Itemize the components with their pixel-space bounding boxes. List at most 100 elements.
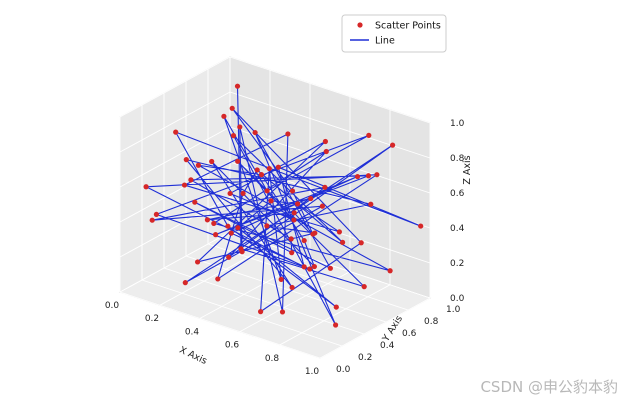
scatter-point [188, 177, 194, 183]
scatter-point [308, 195, 314, 202]
scatter-point [322, 184, 328, 190]
scatter-point [354, 173, 361, 180]
x-tick-label: 0.0 [105, 301, 120, 311]
grid-line [159, 244, 271, 306]
scatter-point [195, 162, 201, 168]
scatter-point [211, 220, 217, 226]
scatter-point [365, 173, 372, 179]
scatter-point [368, 201, 374, 207]
scatter-point [289, 250, 295, 256]
z-tick-label: 1.0 [450, 119, 465, 129]
grid-line [229, 56, 431, 124]
y-tick-label: 0.8 [424, 317, 439, 327]
scatter-point [143, 184, 149, 190]
scatter-point [387, 268, 393, 274]
scatter-point [254, 167, 260, 173]
scatter-point [153, 211, 159, 218]
legend-scatter-marker [357, 22, 363, 28]
scatter-point [181, 182, 188, 188]
x-axis-label: X Axis [177, 345, 208, 367]
scatter-point [291, 210, 297, 216]
z-tick-label: 0.0 [450, 294, 465, 304]
scatter-point [227, 190, 233, 197]
scatter-point [285, 131, 291, 137]
grid-line [119, 291, 321, 359]
scatter-point [323, 148, 329, 155]
z-axis-label: Z Axis [462, 155, 473, 184]
x-tick-label: 1.0 [305, 367, 320, 377]
scatter-point [319, 203, 325, 209]
y-tick-label: 1.0 [446, 305, 461, 315]
scatter-point [278, 276, 284, 282]
grid-line [229, 126, 431, 194]
x-tick-label: 0.6 [225, 341, 240, 351]
grid-line [207, 243, 409, 311]
scatter-point [268, 198, 274, 204]
z-tick-label: 0.2 [450, 259, 464, 269]
scatter-point [149, 217, 155, 223]
scatter-point [213, 232, 219, 238]
scatter-point [252, 129, 258, 136]
y-tick-label: 0.4 [380, 341, 395, 351]
z-tick-label: 0.4 [450, 224, 465, 234]
scatter-point [258, 172, 265, 178]
grid-line [239, 271, 351, 332]
scatter-point [225, 223, 231, 229]
scatter-point [264, 223, 270, 229]
scatter-point [289, 188, 296, 194]
scatter-point [266, 165, 272, 172]
scatter-point [374, 172, 380, 178]
scatter-point [182, 280, 188, 286]
z-tick-label: 0.8 [450, 154, 465, 164]
grid-line [119, 196, 231, 258]
x-tick-label: 0.4 [185, 327, 200, 337]
scatter-point [333, 322, 339, 328]
scatter-point [235, 225, 241, 231]
scatter-point [275, 164, 281, 170]
grid-line [199, 258, 311, 319]
grid-line [119, 91, 231, 153]
grid-line [279, 284, 391, 346]
scatter-point [279, 309, 286, 315]
legend-box [341, 14, 447, 53]
scatter-point [237, 124, 243, 130]
tick-labels: 0.00.20.40.60.81.0 0.00.20.40.60.81.00.00… [105, 119, 465, 377]
scatter-point [327, 265, 333, 271]
scatter-point [366, 132, 372, 138]
scatter-point [226, 254, 232, 260]
scatter-point [264, 188, 270, 194]
grid-line [119, 231, 231, 293]
scatter-point [229, 105, 235, 111]
scatter-point [288, 236, 294, 242]
scatter-point [333, 304, 339, 310]
scatter-point [215, 276, 221, 282]
grid-line [319, 297, 431, 359]
data-layer [143, 83, 424, 328]
scatter-point [239, 249, 245, 255]
scatter-point [310, 231, 316, 237]
scatter-point [301, 264, 307, 270]
scatter-point [228, 230, 234, 236]
grid-line [119, 126, 231, 188]
scatter-point [209, 158, 215, 165]
scatter-point [291, 217, 297, 223]
y-tick-label: 0.0 [336, 365, 351, 375]
x-tick-label: 0.2 [145, 314, 159, 324]
grid-line [229, 91, 431, 159]
grid-line [185, 255, 387, 323]
legend: Scatter Points Line [341, 14, 447, 53]
scatter-point [173, 129, 179, 135]
z-tick-label: 0.6 [450, 189, 465, 199]
y-tick-label: 0.6 [402, 329, 417, 339]
legend-scatter-label: Scatter Points [375, 21, 441, 32]
scatter-point [358, 240, 364, 246]
scatter-point [235, 158, 241, 164]
scatter-point [311, 263, 317, 270]
scatter-point [340, 239, 346, 245]
scatter-point [221, 113, 227, 119]
grid-line [141, 279, 343, 347]
legend-line-label: Line [375, 36, 395, 47]
y-tick-label: 0.2 [358, 353, 372, 363]
scatter-point [390, 142, 396, 148]
scatter-point [234, 83, 241, 89]
